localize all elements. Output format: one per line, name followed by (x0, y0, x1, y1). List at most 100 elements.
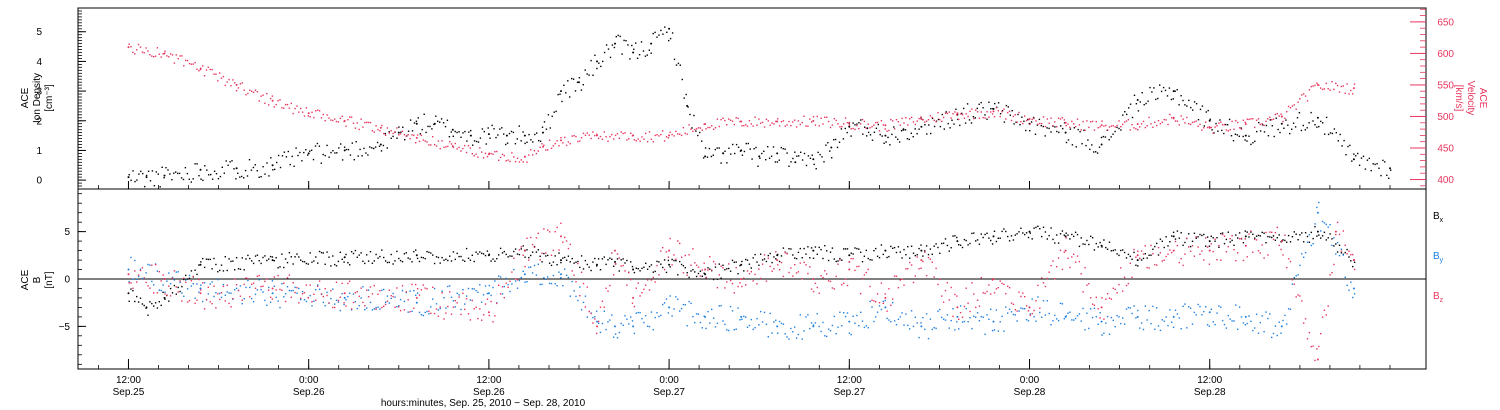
bz-point (432, 286, 434, 288)
bx-point (1105, 246, 1107, 249)
velocity-point (1014, 114, 1016, 116)
bz-point (897, 287, 900, 289)
velocity-point (812, 116, 815, 118)
bz-point (780, 261, 783, 264)
by-point (628, 323, 630, 325)
velocity-point (969, 110, 971, 112)
by-point (803, 330, 805, 332)
velocity-point (933, 119, 935, 122)
bz-point (694, 262, 696, 264)
bz-point (1350, 254, 1352, 256)
bx-point (1127, 253, 1130, 256)
by-point (939, 308, 941, 311)
velocity-point (1272, 118, 1275, 120)
velocity-point (505, 160, 507, 162)
bz-point (935, 267, 937, 270)
density-point (840, 128, 843, 130)
velocity-point (814, 124, 817, 126)
velocity-point (132, 51, 134, 54)
density-point (340, 143, 342, 145)
density-point (949, 127, 951, 129)
velocity-point (528, 154, 530, 156)
bz-point (1287, 258, 1290, 260)
velocity-point (860, 123, 862, 125)
density-point (788, 165, 790, 167)
bx-point-anchor (1136, 259, 1139, 262)
density-point (873, 131, 876, 133)
density-point (648, 49, 650, 51)
bx-point (249, 257, 251, 260)
density-point (994, 102, 996, 105)
bx-point (929, 248, 932, 250)
bz-point (366, 289, 368, 291)
density-point (289, 163, 291, 166)
density-point (503, 133, 505, 135)
by-point (756, 318, 758, 320)
bx-point (356, 256, 358, 258)
bz-point (1331, 272, 1333, 274)
velocity-point (565, 144, 568, 147)
by-point (586, 316, 588, 318)
density-point (1318, 125, 1320, 128)
velocity-point (586, 132, 588, 134)
bz-point (1231, 235, 1233, 237)
by-point (622, 324, 624, 326)
density-point (768, 157, 771, 159)
x-tick-time-label: 12:00 (837, 375, 862, 386)
density-point (483, 130, 485, 133)
bx-point (882, 253, 884, 256)
bx-point (1208, 245, 1211, 247)
by-point (465, 295, 468, 297)
by-point (198, 291, 200, 293)
density-point (1298, 112, 1301, 114)
velocity-point (1074, 126, 1077, 128)
bx-point (516, 253, 519, 255)
bz-point (1095, 296, 1097, 298)
bz-point (758, 268, 760, 270)
by-point (362, 286, 364, 288)
density-point (1098, 146, 1101, 148)
density-point (1046, 127, 1048, 129)
bx-point (450, 260, 453, 262)
density-point (1060, 125, 1062, 127)
bx-point (778, 260, 781, 263)
bz-point (390, 295, 392, 297)
density-point (1170, 98, 1173, 101)
by-point (1325, 223, 1327, 226)
by-point (641, 318, 643, 320)
velocity-point-anchor (992, 110, 995, 113)
density-point (1294, 126, 1297, 128)
density-point (1067, 139, 1070, 141)
bz-point (1257, 250, 1260, 252)
bx-point (467, 257, 470, 259)
by-point (603, 310, 605, 312)
bz-point (1244, 238, 1246, 240)
density-point (419, 133, 421, 135)
by-point (550, 282, 553, 285)
by-point (895, 324, 898, 326)
bz-point (198, 278, 200, 281)
bx-point (560, 261, 562, 264)
density-point (538, 139, 540, 142)
by-point (671, 315, 673, 317)
density-point-anchor (902, 128, 905, 131)
bz-point (1157, 246, 1160, 249)
velocity-point (454, 142, 456, 145)
bz-point (479, 308, 481, 310)
bx-point (367, 260, 370, 262)
by-point (381, 289, 383, 291)
velocity-point (863, 120, 866, 123)
bz-point (1125, 284, 1128, 287)
bx-point (577, 260, 579, 263)
bx-point (350, 251, 353, 253)
bz-point (737, 285, 739, 288)
density-point-anchor (722, 152, 725, 155)
density-point (357, 155, 359, 157)
density-point (1019, 124, 1021, 126)
bz-point (181, 300, 183, 302)
bx-point (652, 271, 654, 273)
density-point (953, 123, 955, 125)
bz-point (1199, 253, 1201, 255)
density-point (312, 158, 315, 161)
velocity-point (1267, 118, 1269, 120)
